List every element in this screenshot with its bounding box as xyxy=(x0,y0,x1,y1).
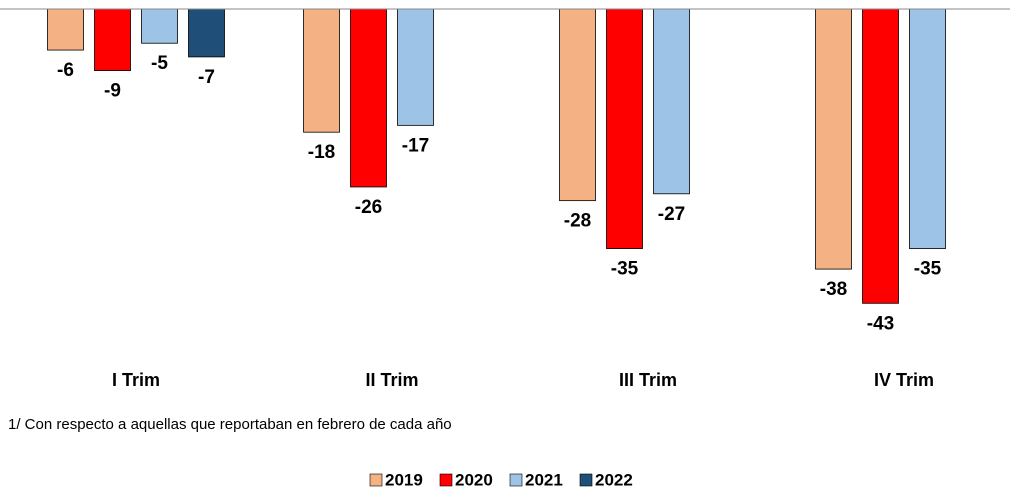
legend-swatch xyxy=(509,473,523,487)
bar xyxy=(815,8,852,270)
bar xyxy=(350,8,387,188)
data-label: -17 xyxy=(402,135,429,156)
x-tick-label: II Trim xyxy=(365,370,418,390)
data-label: -35 xyxy=(914,259,942,280)
data-label: -26 xyxy=(355,197,382,218)
data-label: -5 xyxy=(151,53,168,74)
data-label: -7 xyxy=(198,67,215,88)
legend-swatch xyxy=(439,473,453,487)
data-label: -27 xyxy=(658,204,685,225)
bar xyxy=(559,8,596,202)
data-label: -18 xyxy=(308,142,335,163)
bar xyxy=(909,8,946,249)
bar xyxy=(606,8,643,249)
bar xyxy=(94,8,131,71)
x-tick-label: IV Trim xyxy=(874,370,934,390)
legend-label: 2021 xyxy=(525,470,563,489)
bar xyxy=(47,8,84,51)
bar xyxy=(397,8,434,126)
bar xyxy=(188,8,225,58)
legend-swatch xyxy=(369,473,383,487)
bar xyxy=(653,8,690,195)
data-label: -43 xyxy=(867,313,894,334)
bar xyxy=(862,8,899,304)
data-label: -28 xyxy=(564,211,591,232)
footnote: 1/ Con respecto a aquellas que reportaba… xyxy=(8,416,452,433)
legend-label: 2022 xyxy=(595,470,633,489)
data-label: -35 xyxy=(611,259,639,280)
legend-label: 2019 xyxy=(385,470,423,489)
bar xyxy=(141,8,178,44)
data-label: -6 xyxy=(57,60,74,81)
data-label: -9 xyxy=(104,81,121,102)
legend-label: 2020 xyxy=(455,470,493,489)
data-label: -38 xyxy=(820,279,847,300)
x-tick-label: I Trim xyxy=(112,370,160,390)
legend-swatch xyxy=(579,473,593,487)
bar xyxy=(303,8,340,133)
x-tick-label: III Trim xyxy=(619,370,677,390)
